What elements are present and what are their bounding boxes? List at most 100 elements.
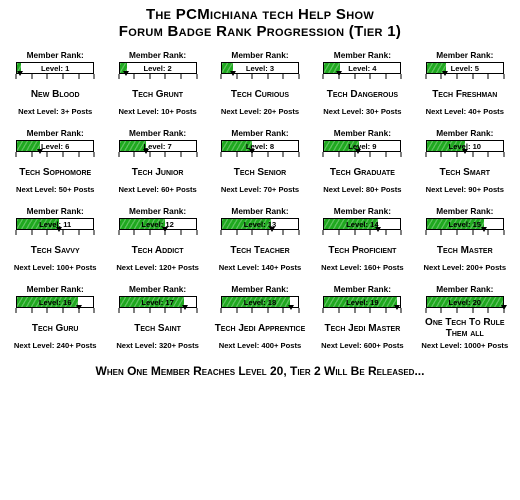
tick-mark <box>338 152 339 157</box>
tick-mark <box>425 152 426 157</box>
tick-mark <box>149 230 150 235</box>
tick-mark <box>31 152 32 157</box>
tick-mark <box>323 152 324 157</box>
progress-bar: Level: 11 <box>16 218 94 235</box>
tick-row <box>426 307 504 313</box>
tick-mark <box>31 74 32 79</box>
tick-mark <box>472 74 473 79</box>
progress-bar: Level: 12 <box>119 218 197 235</box>
tick-mark <box>220 74 221 79</box>
badge: Member Rank: Level: 8 Tech Senior Next L… <box>211 128 309 194</box>
tick-mark <box>370 308 371 313</box>
tick-mark <box>323 74 324 79</box>
member-rank-label: Member Rank: <box>436 50 493 60</box>
tick-mark <box>456 230 457 235</box>
rank-name: Tech Master <box>436 239 494 261</box>
tick-mark <box>385 74 386 79</box>
pointer-icon <box>355 149 361 154</box>
tick-mark <box>298 308 299 313</box>
next-level-text: Next Level: 90+ Posts <box>426 185 504 194</box>
tick-mark <box>323 230 324 235</box>
progress-bar: Level: 16 <box>16 296 94 313</box>
tick-mark <box>267 74 268 79</box>
tick-mark <box>441 308 442 313</box>
tick-mark <box>370 74 371 79</box>
member-rank-label: Member Rank: <box>129 284 186 294</box>
tick-mark <box>220 308 221 313</box>
member-rank-label: Member Rank: <box>27 128 84 138</box>
tick-mark <box>503 152 504 157</box>
progress-bar: Level: 7 <box>119 140 197 157</box>
rank-name: Tech Senior <box>233 161 288 183</box>
tick-mark <box>118 308 119 313</box>
tick-mark <box>196 152 197 157</box>
level-text: Level: 18 <box>222 297 298 307</box>
next-level-text: Next Level: 20+ Posts <box>221 107 299 116</box>
member-rank-label: Member Rank: <box>129 206 186 216</box>
tick-mark <box>425 308 426 313</box>
tick-mark <box>165 152 166 157</box>
progress-bar: Level: 13 <box>221 218 299 235</box>
tick-mark <box>94 74 95 79</box>
pointer-icon <box>37 149 43 154</box>
tick-mark <box>236 308 237 313</box>
badge: Member Rank: Level: 19 Tech Jedi Master … <box>313 284 411 350</box>
tick-mark <box>298 74 299 79</box>
tick-mark <box>62 230 63 235</box>
tick-mark <box>196 308 197 313</box>
badge: Member Rank: Level: 3 Tech Curious Next … <box>211 50 309 116</box>
next-level-text: Next Level: 240+ Posts <box>14 341 97 350</box>
level-text: Level: 2 <box>120 63 196 73</box>
tick-mark <box>47 74 48 79</box>
pointer-icon <box>230 71 236 76</box>
title-line-1: The PCMichiana tech Help Show <box>6 6 514 23</box>
tick-mark <box>16 152 17 157</box>
pointer-icon <box>481 227 487 232</box>
rank-name: One Tech To Rule Them all <box>416 317 514 339</box>
member-rank-label: Member Rank: <box>334 284 391 294</box>
tick-mark <box>252 308 253 313</box>
badge: Member Rank: Level: 17 Tech Saint Next L… <box>108 284 206 350</box>
badge: Member Rank: Level: 5 Tech Freshman Next… <box>416 50 514 116</box>
tick-mark <box>401 308 402 313</box>
tick-mark <box>78 230 79 235</box>
tick-row <box>16 307 94 313</box>
member-rank-label: Member Rank: <box>436 128 493 138</box>
progress-bar: Level: 17 <box>119 296 197 313</box>
next-level-text: Next Level: 3+ Posts <box>18 107 92 116</box>
tick-mark <box>47 152 48 157</box>
next-level-text: Next Level: 160+ Posts <box>321 263 404 272</box>
tick-mark <box>354 74 355 79</box>
tick-row <box>16 229 94 235</box>
tick-mark <box>425 230 426 235</box>
progress-bar: Level: 8 <box>221 140 299 157</box>
level-text: Level: 13 <box>222 219 298 229</box>
badge-grid: Member Rank: Level: 1 New Blood Next Lev… <box>6 50 514 350</box>
tick-mark <box>94 308 95 313</box>
progress-bar: Level: 15 <box>426 218 504 235</box>
member-rank-label: Member Rank: <box>231 284 288 294</box>
tick-mark <box>370 152 371 157</box>
rank-name: Tech Curious <box>230 83 290 105</box>
tick-mark <box>118 152 119 157</box>
tick-mark <box>134 152 135 157</box>
rank-name: Tech Guru <box>31 317 80 339</box>
rank-name: Tech Junior <box>131 161 185 183</box>
pointer-icon <box>123 71 129 76</box>
member-rank-label: Member Rank: <box>27 206 84 216</box>
progress-bar: Level: 3 <box>221 62 299 79</box>
tick-row <box>221 151 299 157</box>
rank-name: Tech Dangerous <box>326 83 399 105</box>
tick-mark <box>94 152 95 157</box>
rank-name: Tech Freshman <box>431 83 498 105</box>
tick-mark <box>149 74 150 79</box>
tick-mark <box>118 230 119 235</box>
tick-mark <box>323 308 324 313</box>
tick-mark <box>338 308 339 313</box>
tick-mark <box>62 74 63 79</box>
next-level-text: Next Level: 30+ Posts <box>323 107 401 116</box>
rank-name: Tech Jedi Apprentice <box>214 317 307 339</box>
level-text: Level: 19 <box>324 297 400 307</box>
pointer-icon <box>442 71 448 76</box>
badge: Member Rank: Level: 1 New Blood Next Lev… <box>6 50 104 116</box>
